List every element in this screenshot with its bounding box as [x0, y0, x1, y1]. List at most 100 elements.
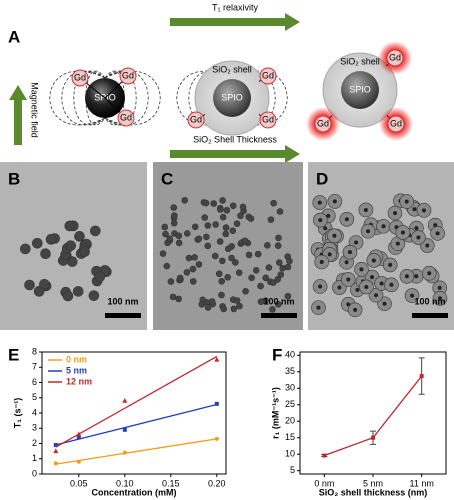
x-tick-label: 0.05: [70, 478, 88, 488]
x-tick-label: 0 nm: [314, 478, 334, 488]
particle: [167, 278, 175, 285]
particle: [88, 290, 100, 301]
x-tick-label: 11 nm: [409, 478, 433, 488]
particle: [252, 267, 260, 274]
particle: [24, 279, 35, 291]
particle: [191, 254, 198, 261]
particle: [216, 238, 224, 245]
particle-core: [437, 285, 442, 290]
particle-core: [400, 230, 405, 235]
particle: [211, 252, 219, 260]
point: [214, 401, 219, 406]
particle: [248, 274, 255, 282]
y-tick-label: 30: [285, 383, 295, 393]
particle: [175, 295, 182, 303]
particle-core: [344, 217, 349, 222]
gd: [259, 111, 277, 129]
gd-label: Gd: [262, 114, 274, 124]
x-axis-title: SiO₂ shell thickness (nm): [319, 487, 428, 497]
particle: [235, 269, 243, 277]
core: [341, 71, 379, 109]
gd-label: Gd: [74, 72, 86, 82]
particle: [229, 227, 237, 234]
particle: [222, 230, 230, 238]
gd-label: Gd: [317, 118, 329, 128]
particle: [189, 278, 197, 285]
particle: [162, 230, 169, 238]
panel-label: D: [316, 169, 328, 188]
point: [122, 398, 128, 403]
particle: [64, 220, 76, 232]
particle: [169, 293, 177, 301]
particle: [171, 212, 178, 219]
y-tick-label: 5: [290, 465, 295, 475]
fit-line: [55, 355, 218, 448]
particle: [191, 223, 199, 231]
particle: [166, 235, 173, 242]
particle: [90, 225, 101, 237]
particle: [229, 202, 237, 210]
y-tick-label: 10: [285, 449, 295, 459]
point: [419, 374, 424, 379]
core-label: SPIO: [349, 84, 371, 94]
particle: [195, 261, 203, 268]
particle: [204, 242, 212, 250]
scale-bar: [261, 313, 297, 318]
fit-line: [55, 403, 217, 446]
point: [122, 450, 127, 455]
core-label: SPIO: [221, 92, 243, 102]
plot-frame: [299, 351, 447, 475]
y-tick-label: 2: [32, 438, 37, 448]
particle: [183, 269, 191, 276]
particle: [274, 276, 282, 283]
gd-label: Gd: [389, 52, 401, 62]
panel-label: F: [272, 345, 282, 364]
y-tick-label: 7: [32, 362, 37, 372]
particle: [275, 259, 283, 266]
field-line: [73, 70, 106, 126]
particle: [274, 300, 282, 308]
y-tick-label: 1: [32, 453, 37, 463]
particle-core: [347, 250, 352, 255]
particle: [219, 213, 227, 221]
particle-core: [421, 208, 426, 213]
particle: [218, 291, 225, 299]
particle: [219, 257, 226, 265]
field-line: [104, 70, 137, 126]
particle-core: [359, 267, 364, 272]
particle: [212, 221, 219, 228]
gd-label: Gd: [390, 118, 402, 128]
particle: [170, 204, 178, 211]
gd: [119, 67, 137, 85]
panel-label: A: [8, 27, 20, 46]
shell-label: SiO₂ shell: [340, 56, 380, 66]
legend-label: 0 nm: [66, 354, 87, 364]
particles: SPIO Gd Gd Gd SiO₂ shell SPIO Gd Gd Gd SiO₂ shell…: [49, 41, 413, 141]
particle-core: [337, 285, 342, 290]
particle-core: [414, 274, 419, 279]
gd: [387, 115, 405, 133]
particle: [189, 265, 197, 273]
point: [76, 435, 81, 440]
particle-core: [379, 281, 384, 286]
particle: [195, 235, 203, 243]
particle: [45, 234, 57, 245]
particle: [33, 286, 45, 297]
particle-core: [427, 271, 432, 276]
particle-core: [317, 200, 322, 205]
particle: [277, 271, 285, 278]
particle: [208, 298, 216, 305]
particle: [170, 219, 178, 227]
particle-core: [435, 231, 440, 236]
particle-core: [346, 277, 351, 282]
particle-core: [364, 284, 369, 289]
particle-core: [414, 226, 419, 231]
particle-core: [327, 252, 332, 257]
particle: [257, 282, 264, 290]
particle: [269, 306, 276, 313]
y-tick-label: 5: [32, 392, 37, 402]
y-tick-label: 20: [285, 416, 295, 426]
particle: [224, 245, 232, 253]
scale-bar-label: 100 nm: [107, 296, 138, 306]
particle: [204, 222, 212, 229]
